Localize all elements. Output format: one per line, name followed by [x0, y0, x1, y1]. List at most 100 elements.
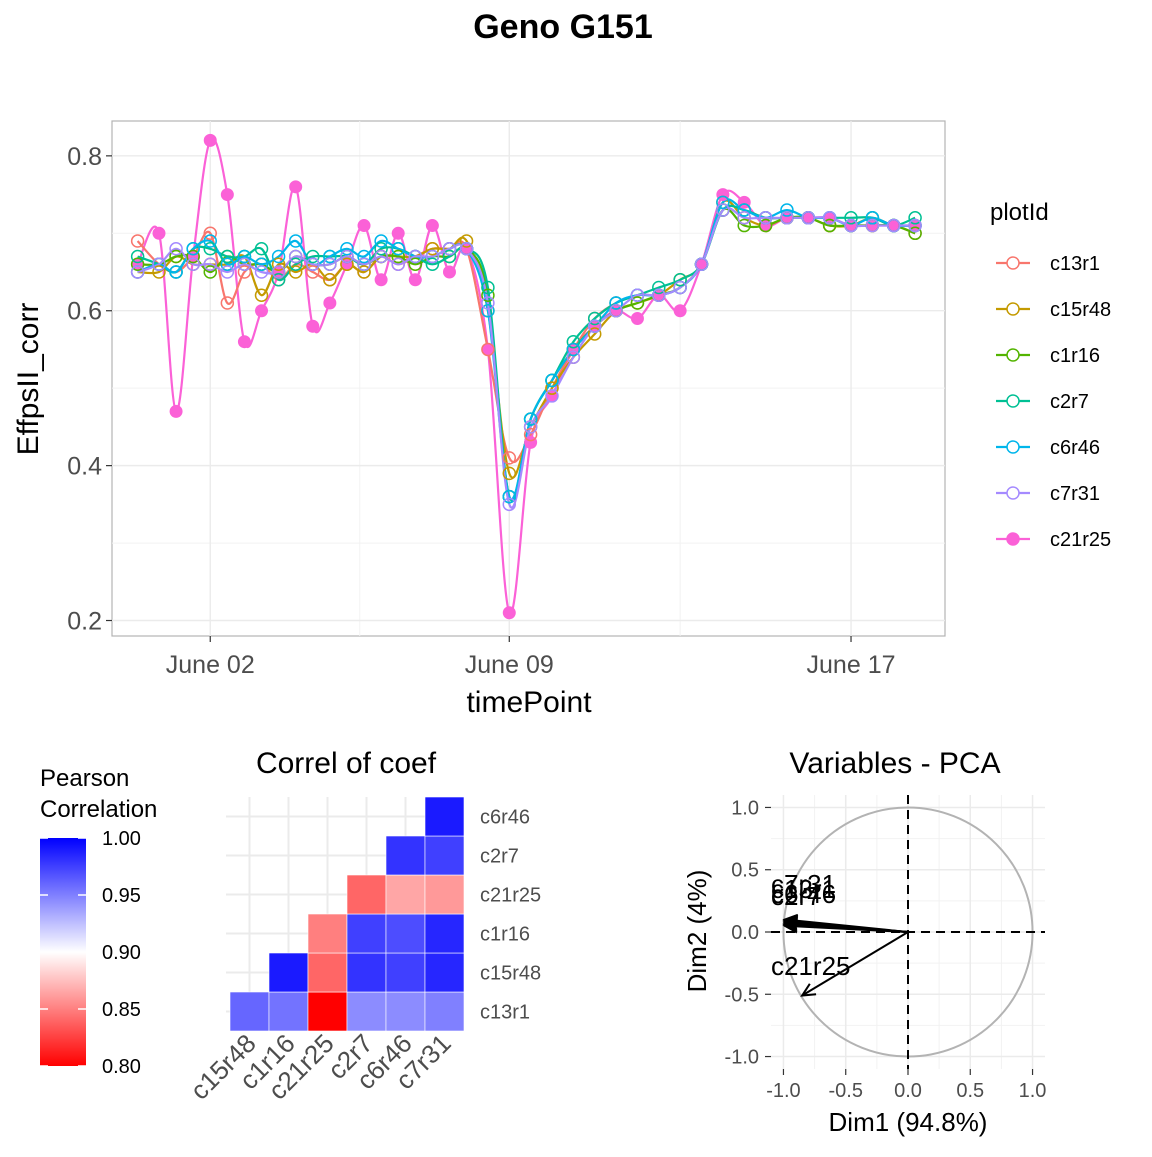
point-c21r25	[152, 226, 166, 240]
corr-cell	[385, 835, 426, 876]
legend-label: c7r31	[1050, 483, 1100, 505]
pca-arrow-label: c2r7	[771, 881, 822, 911]
ts-x-tick-label: June 02	[166, 651, 255, 679]
point-c7r31	[780, 211, 794, 225]
pca-x-tick-label: -1.0	[766, 1080, 800, 1102]
point-c6r46	[323, 249, 337, 264]
point-c6r46	[865, 211, 880, 225]
point-c2r7	[587, 311, 602, 326]
point-c7r31	[737, 211, 751, 225]
correlation-legend: Pearson Correlation 1.00 0.95 0.90 0.85 0.80	[40, 765, 157, 1078]
legend-item-c2r7: c2r7	[996, 391, 1089, 413]
point-c7r31	[408, 249, 423, 264]
corr-legend-tick-label: 0.90	[102, 942, 141, 964]
pca-arrow-head	[782, 913, 799, 928]
legend-item-c15r48: c15r48	[996, 299, 1111, 321]
corr-cell	[424, 952, 465, 993]
timeseries-y-title: EffpsII_corr	[12, 303, 45, 456]
point-c7r31	[844, 218, 858, 233]
point-c13r1	[130, 234, 145, 248]
point-c1r16	[630, 296, 645, 310]
pca-arrow-head	[800, 983, 817, 997]
pca-y-title: Dim2 (4%)	[682, 870, 712, 993]
point-c6r46	[481, 303, 495, 318]
pca-x-tick-label: 0.0	[894, 1080, 922, 1102]
point-c1r16	[169, 249, 183, 264]
corr-cell	[424, 796, 465, 837]
point-c21r25	[323, 296, 337, 310]
point-c7r31	[694, 257, 709, 272]
point-c7r31	[523, 420, 538, 434]
point-c2r7	[130, 249, 145, 264]
corr-cell	[424, 991, 465, 1032]
point-c7r31	[545, 389, 559, 403]
pca-arrow-c21r25	[800, 931, 909, 997]
point-c6r46	[566, 342, 581, 357]
point-c2r7	[374, 242, 388, 256]
corr-row-label: c6r46	[480, 807, 530, 829]
point-c6r46	[357, 249, 371, 264]
point-c21r25	[237, 335, 251, 349]
timeseries-axes: 0.2 0.4 0.6 0.8 June 02 June 09 June 17	[67, 143, 895, 679]
timeseries-legend-items: c13r1 c15r48 c1r16 c2r7 c6r46 c7r31 c21r25	[996, 253, 1111, 551]
point-c6r46	[502, 489, 517, 504]
point-c7r31	[442, 242, 457, 256]
point-c21r25	[425, 219, 439, 233]
point-c7r31	[152, 257, 166, 272]
pca-arrow-label: c21r25	[771, 951, 851, 981]
point-c2r7	[673, 273, 687, 287]
corr-cell	[385, 991, 426, 1032]
point-c21r25	[357, 219, 371, 233]
timeseries-x-title: timePoint	[466, 686, 592, 719]
ts-y-tick-label: 0.6	[67, 298, 102, 326]
legend-key-point	[1006, 394, 1020, 408]
point-c21r25	[442, 265, 456, 279]
point-c6r46	[220, 257, 235, 272]
point-c6r46	[169, 265, 183, 279]
corr-row-label: c21r25	[480, 885, 541, 907]
corr-cell	[307, 952, 348, 993]
pca-arrow-shaft	[784, 918, 909, 933]
point-c7r31	[716, 203, 730, 217]
legend-item-c13r1: c13r1	[996, 253, 1100, 275]
legend-label: c13r1	[1050, 253, 1100, 275]
corr-cell	[307, 991, 348, 1032]
point-c1r16	[481, 288, 495, 302]
point-c6r46	[780, 203, 794, 217]
correlation-legend-title-line2: Correlation	[40, 796, 157, 823]
point-c7r31	[323, 257, 337, 272]
corr-cell	[424, 835, 465, 876]
point-c21r25	[289, 180, 303, 194]
ts-y-tick-label: 0.2	[67, 608, 102, 636]
pca-y-tick-label: 0.5	[731, 860, 759, 882]
point-c21r25	[673, 304, 687, 318]
point-c7r31	[169, 242, 183, 256]
correlation-cells	[229, 796, 465, 1032]
point-c15r48	[323, 273, 337, 287]
legend-key-point	[1006, 532, 1020, 546]
corr-cell	[346, 952, 387, 993]
point-c21r25	[391, 226, 405, 240]
pca-y-tick-label: 1.0	[731, 797, 759, 819]
point-c1r16	[408, 257, 423, 272]
corr-row-label: c2r7	[480, 846, 519, 868]
correlation-panel: Correl of coef c13r1c15r48c1r16c21r25c2r…	[184, 747, 541, 1105]
point-c7r31	[865, 218, 880, 233]
point-c6r46	[254, 257, 269, 272]
ts-y-tick-label: 0.4	[67, 453, 102, 481]
point-c7r31	[609, 303, 623, 318]
legend-key-point	[1006, 348, 1020, 362]
point-c2r7	[306, 249, 320, 264]
point-c13r1	[203, 226, 218, 241]
point-c6r46	[545, 373, 559, 388]
point-c21r25	[630, 311, 644, 325]
pca-arrow-c6r46	[782, 919, 909, 934]
legend-key-point	[1006, 256, 1020, 270]
point-c6r46	[737, 203, 751, 217]
pca-arrow-head	[782, 919, 798, 934]
legend-item-c6r46: c6r46	[996, 437, 1100, 459]
point-c7r31	[673, 280, 687, 295]
point-c13r1	[220, 296, 235, 310]
